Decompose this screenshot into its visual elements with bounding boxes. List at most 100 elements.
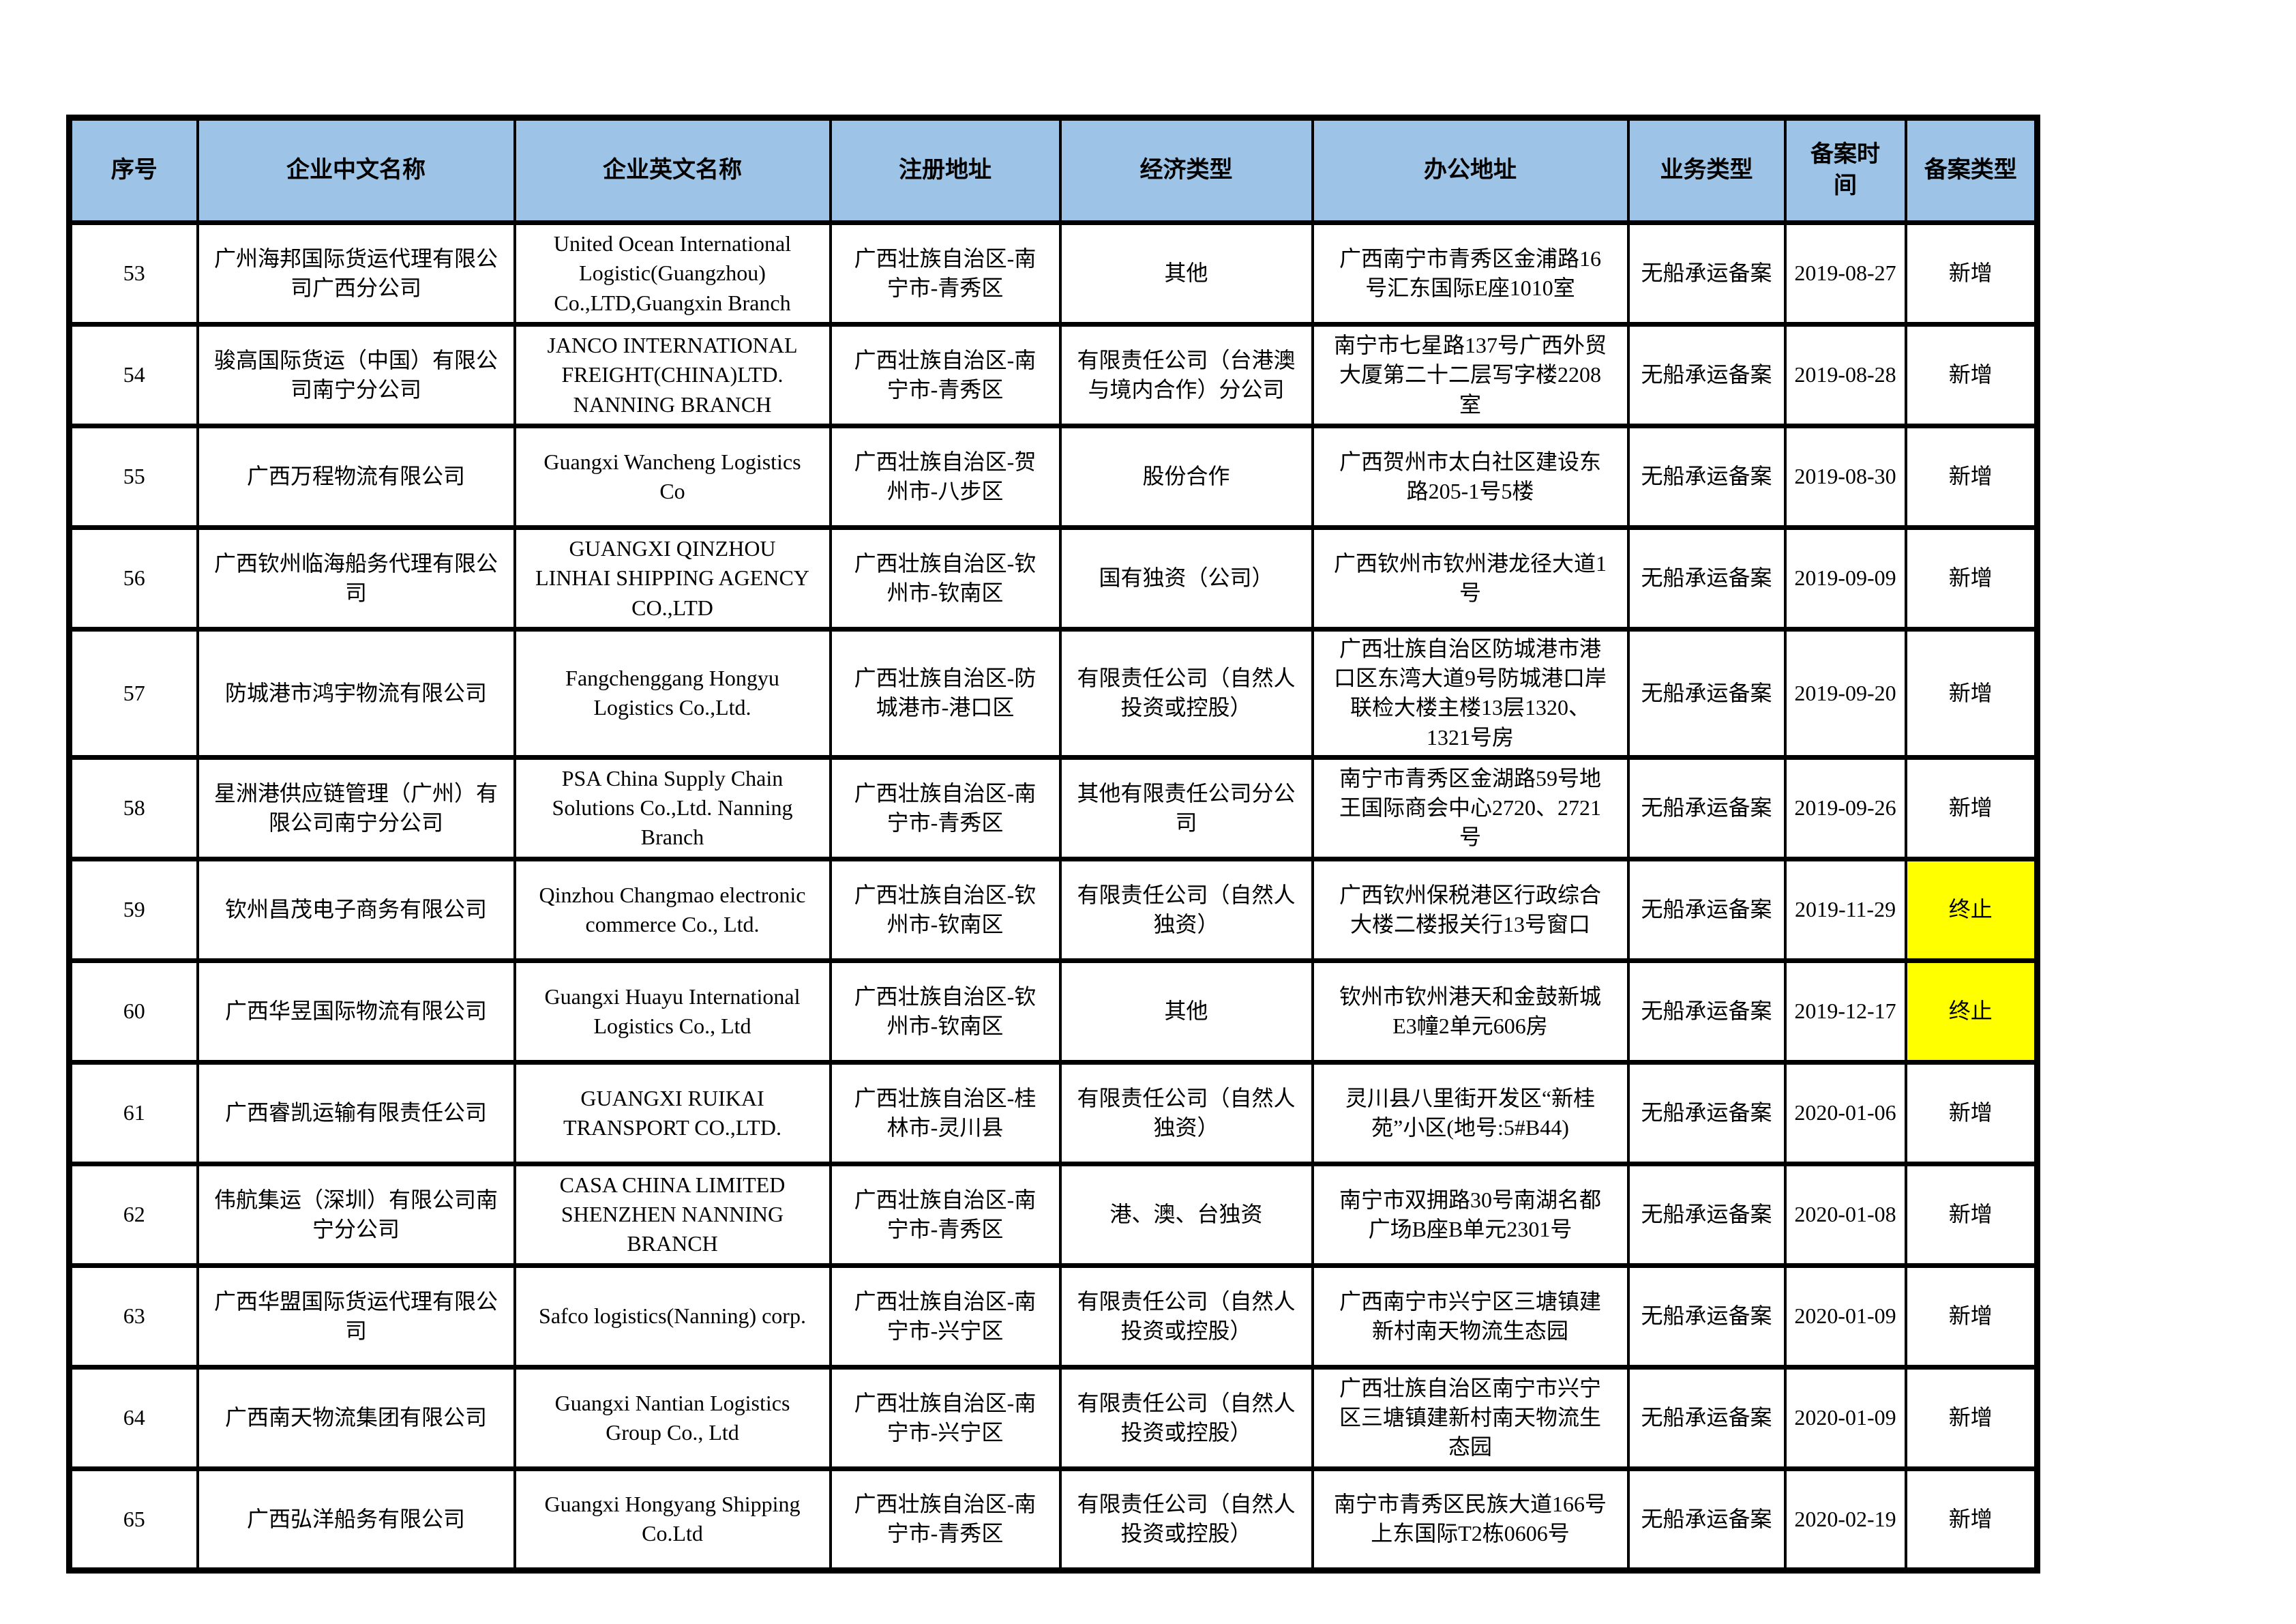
cell-filing_type: 新增 — [1904, 220, 2039, 327]
table-row: 57 防城港市鸿宇物流有限公司 Fangchenggang Hongyu Logis… — [68, 627, 2039, 760]
cell-cn_name: 星洲港供应链管理（广州）有限公司南宁分公司 — [196, 754, 516, 861]
cell-en_name: Qinzhou Changmao electronic commerce Co.… — [513, 856, 832, 963]
table-row: 56 广西钦州临海船务代理有限公司 GUANGXI QINZHOU LINHAI S… — [68, 525, 2039, 632]
cell-filing_date: 2020-01-06 — [1783, 1059, 1907, 1166]
cell-filing_type: 新增 — [1904, 1059, 2039, 1166]
cell-reg_addr: 广西壮族自治区-桂林市-灵川县 — [829, 1059, 1062, 1166]
table-row: 62 伟航集运（深圳）有限公司南宁分公司 CASA CHINA LIMITED SH… — [68, 1161, 2039, 1268]
column-header-8: 备案类型 — [1904, 115, 2039, 225]
table-row: 59 钦州昌茂电子商务有限公司 Qinzhou Changmao electroni… — [68, 856, 2039, 963]
cell-biz_type: 无船承运备案 — [1626, 322, 1787, 428]
table-row: 61 广西睿凯运输有限责任公司 GUANGXI RUIKAI TRANSPORT C… — [68, 1059, 2039, 1166]
cell-no: 63 — [68, 1263, 199, 1370]
cell-cn_name: 广西华昱国际物流有限公司 — [196, 958, 516, 1065]
cell-biz_type: 无船承运备案 — [1626, 525, 1787, 632]
cell-office_addr: 广西壮族自治区南宁市兴宁区三塘镇建新村南天物流生态园 — [1311, 1364, 1630, 1471]
column-header-0: 序号 — [68, 115, 199, 225]
cell-filing_type: 新增 — [1904, 322, 2039, 428]
cell-en_name: Guangxi Wancheng Logistics Co — [513, 424, 832, 530]
column-header-4: 经济类型 — [1058, 115, 1314, 225]
cell-filing_date: 2019-09-09 — [1783, 525, 1907, 632]
cell-office_addr: 南宁市青秀区金湖路59号地王国际商会中心2720、2721号 — [1311, 754, 1630, 861]
table-header: 序号 企业中文名称 企业英文名称 注册地址 经济类型 办公地址 业务类型 备案时间 备案类型 — [68, 115, 2039, 225]
cell-econ_type: 港、澳、台独资 — [1058, 1161, 1314, 1268]
table-row: 64 广西南天物流集团有限公司 Guangxi Nantian Logistics … — [68, 1364, 2039, 1471]
cell-reg_addr: 广西壮族自治区-钦州市-钦南区 — [829, 856, 1062, 963]
cell-en_name: GUANGXI QINZHOU LINHAI SHIPPING AGENCY C… — [513, 525, 832, 632]
cell-cn_name: 伟航集运（深圳）有限公司南宁分公司 — [196, 1161, 516, 1268]
cell-en_name: Guangxi Nantian Logistics Group Co., Ltd — [513, 1364, 832, 1471]
cell-en_name: JANCO INTERNATIONAL FREIGHT(CHINA)LTD. N… — [513, 322, 832, 428]
cell-office_addr: 钦州市钦州港天和金鼓新城E3幢2单元606房 — [1311, 958, 1630, 1065]
cell-cn_name: 广西睿凯运输有限责任公司 — [196, 1059, 516, 1166]
cell-filing_date: 2020-01-09 — [1783, 1263, 1907, 1370]
cell-no: 53 — [68, 220, 199, 327]
cell-econ_type: 有限责任公司（台港澳与境内合作）分公司 — [1058, 322, 1314, 428]
cell-econ_type: 有限责任公司（自然人独资） — [1058, 1059, 1314, 1166]
cell-en_name: Fangchenggang Hongyu Logistics Co.,Ltd. — [513, 627, 832, 760]
cell-en_name: CASA CHINA LIMITED SHENZHEN NANNING BRAN… — [513, 1161, 832, 1268]
cell-office_addr: 灵川县八里街开发区“新桂苑”小区(地号:5#B44) — [1311, 1059, 1630, 1166]
cell-reg_addr: 广西壮族自治区-南宁市-兴宁区 — [829, 1263, 1062, 1370]
table-row: 54 骏高国际货运（中国）有限公司南宁分公司 JANCO INTERNATIONAL… — [68, 322, 2039, 428]
cell-cn_name: 骏高国际货运（中国）有限公司南宁分公司 — [196, 322, 516, 428]
cell-filing_date: 2020-01-09 — [1783, 1364, 1907, 1471]
nvocc-filing-table: 序号 企业中文名称 企业英文名称 注册地址 经济类型 办公地址 业务类型 备案时间 备案类型 5… — [66, 115, 2040, 1574]
cell-filing_type: 新增 — [1904, 1364, 2039, 1471]
cell-econ_type: 其他 — [1058, 220, 1314, 327]
cell-econ_type: 有限责任公司（自然人投资或控股） — [1058, 1263, 1314, 1370]
cell-no: 64 — [68, 1364, 199, 1471]
cell-no: 55 — [68, 424, 199, 530]
table-row: 55 广西万程物流有限公司 Guangxi Wancheng Logistics C… — [68, 424, 2039, 530]
cell-reg_addr: 广西壮族自治区-贺州市-八步区 — [829, 424, 1062, 530]
cell-biz_type: 无船承运备案 — [1626, 424, 1787, 530]
cell-biz_type: 无船承运备案 — [1626, 958, 1787, 1065]
cell-econ_type: 国有独资（公司） — [1058, 525, 1314, 632]
cell-filing_type: 新增 — [1904, 1263, 2039, 1370]
cell-cn_name: 广西钦州临海船务代理有限公司 — [196, 525, 516, 632]
cell-biz_type: 无船承运备案 — [1626, 754, 1787, 861]
table-header-row: 序号 企业中文名称 企业英文名称 注册地址 经济类型 办公地址 业务类型 备案时间 备案类型 — [68, 115, 2039, 225]
cell-biz_type: 无船承运备案 — [1626, 220, 1787, 327]
cell-filing_type: 新增 — [1904, 525, 2039, 632]
cell-no: 61 — [68, 1059, 199, 1166]
cell-filing_date: 2019-08-28 — [1783, 322, 1907, 428]
cell-reg_addr: 广西壮族自治区-防城港市-港口区 — [829, 627, 1062, 760]
cell-cn_name: 广州海邦国际货运代理有限公司广西分公司 — [196, 220, 516, 327]
cell-cn_name: 钦州昌茂电子商务有限公司 — [196, 856, 516, 963]
cell-no: 62 — [68, 1161, 199, 1268]
cell-no: 54 — [68, 322, 199, 428]
cell-filing_type: 终止 — [1904, 958, 2039, 1065]
cell-no: 65 — [68, 1466, 199, 1573]
cell-en_name: Safco logistics(Nanning) corp. — [513, 1263, 832, 1370]
cell-biz_type: 无船承运备案 — [1626, 1263, 1787, 1370]
cell-office_addr: 广西南宁市青秀区金浦路16号汇东国际E座1010室 — [1311, 220, 1630, 327]
table-row: 63 广西华盟国际货运代理有限公司 Safco logistics(Nanning)… — [68, 1263, 2039, 1370]
cell-filing_date: 2020-02-19 — [1783, 1466, 1907, 1573]
cell-reg_addr: 广西壮族自治区-南宁市-青秀区 — [829, 322, 1062, 428]
cell-no: 60 — [68, 958, 199, 1065]
cell-reg_addr: 广西壮族自治区-钦州市-钦南区 — [829, 958, 1062, 1065]
cell-office_addr: 广西钦州保税港区行政综合大楼二楼报关行13号窗口 — [1311, 856, 1630, 963]
cell-filing_date: 2019-08-27 — [1783, 220, 1907, 327]
cell-en_name: Guangxi Hongyang Shipping Co.Ltd — [513, 1466, 832, 1573]
cell-reg_addr: 广西壮族自治区-南宁市-青秀区 — [829, 1161, 1062, 1268]
cell-econ_type: 有限责任公司（自然人投资或控股） — [1058, 1364, 1314, 1471]
cell-cn_name: 广西华盟国际货运代理有限公司 — [196, 1263, 516, 1370]
cell-cn_name: 广西万程物流有限公司 — [196, 424, 516, 530]
cell-cn_name: 广西南天物流集团有限公司 — [196, 1364, 516, 1471]
cell-filing_type: 新增 — [1904, 1466, 2039, 1573]
table-row: 53 广州海邦国际货运代理有限公司广西分公司 United Ocean Intern… — [68, 220, 2039, 327]
table-body: 53 广州海邦国际货运代理有限公司广西分公司 United Ocean Intern… — [68, 220, 2039, 1573]
cell-filing_type: 新增 — [1904, 1161, 2039, 1268]
cell-en_name: GUANGXI RUIKAI TRANSPORT CO.,LTD. — [513, 1059, 832, 1166]
cell-en_name: Guangxi Huayu International Logistics Co… — [513, 958, 832, 1065]
cell-office_addr: 广西南宁市兴宁区三塘镇建新村南天物流生态园 — [1311, 1263, 1630, 1370]
column-header-2: 企业英文名称 — [513, 115, 832, 225]
column-header-6: 业务类型 — [1626, 115, 1787, 225]
cell-filing_date: 2019-11-29 — [1783, 856, 1907, 963]
cell-cn_name: 广西弘洋船务有限公司 — [196, 1466, 516, 1573]
cell-filing_date: 2019-09-20 — [1783, 627, 1907, 760]
filing-table-container: 序号 企业中文名称 企业英文名称 注册地址 经济类型 办公地址 业务类型 备案时间 备案类型 5… — [66, 115, 2040, 1574]
